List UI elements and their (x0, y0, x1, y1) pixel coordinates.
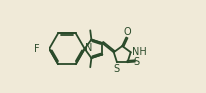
Text: O: O (123, 27, 131, 37)
Text: F: F (34, 44, 40, 54)
Text: NH: NH (132, 47, 146, 57)
Text: S: S (113, 64, 119, 74)
Text: S: S (133, 57, 139, 67)
Text: N: N (85, 43, 93, 53)
